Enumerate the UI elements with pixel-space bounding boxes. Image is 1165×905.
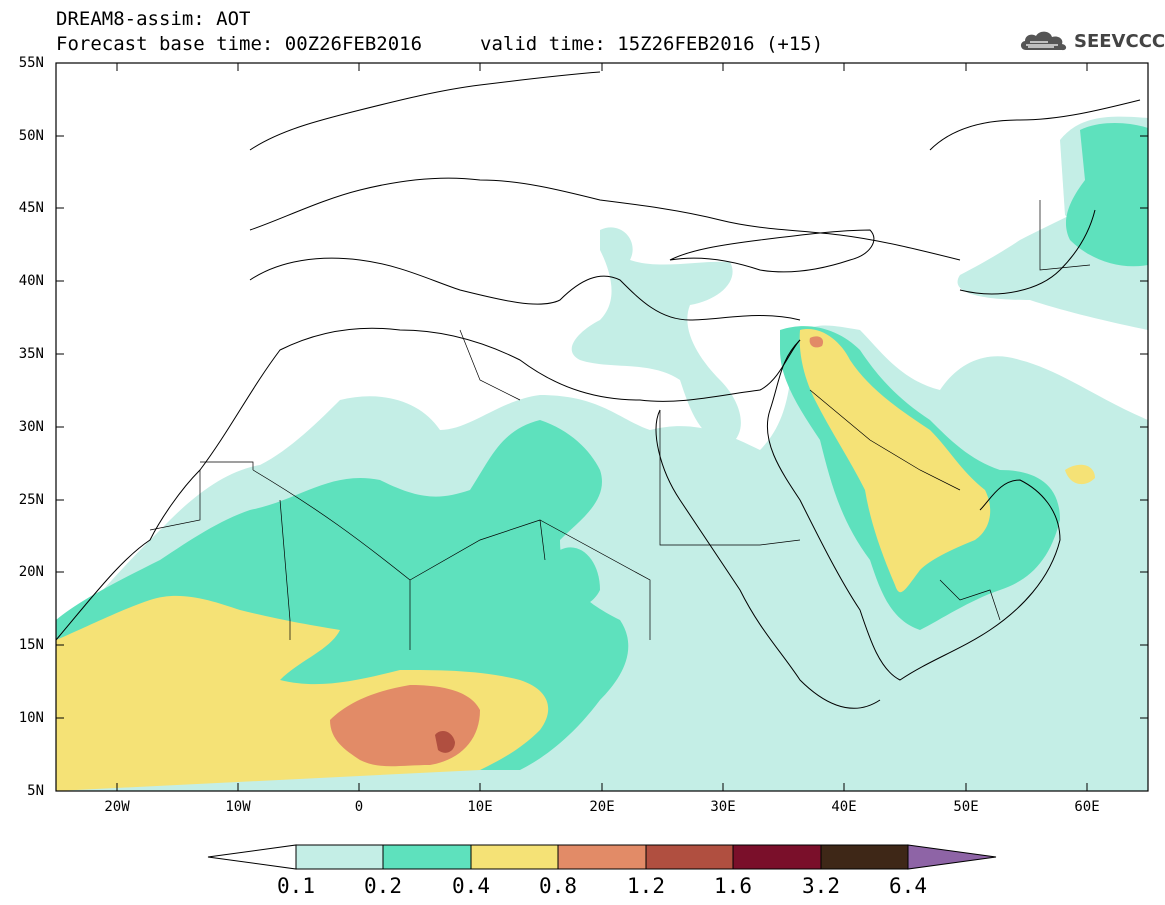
colorbar-under-triangle: [207, 844, 297, 870]
lon-label: 20W: [104, 799, 130, 815]
logo-text: SEEVCCC: [1074, 30, 1165, 52]
lon-label: 40E: [831, 799, 857, 815]
colorbar-over-triangle: [907, 844, 997, 870]
lon-label: 30E: [710, 799, 736, 815]
colorbar-cell-5: [645, 844, 734, 870]
colorbar-label: 0.4: [452, 874, 490, 898]
colorbar-cell-7: [820, 844, 909, 870]
lon-label: 10W: [225, 799, 251, 815]
coastlines: [56, 71, 1141, 709]
lon-label: 10E: [467, 799, 493, 815]
aot-band-0.2-north: [1065, 123, 1148, 267]
aot-field: [56, 116, 1148, 791]
lon-label: 50E: [953, 799, 979, 815]
seevccc-logo: SEEVCCC: [1018, 27, 1165, 55]
colorbar-cell-2: [382, 844, 472, 870]
lat-label: 30N: [18, 419, 44, 435]
borders: [149, 200, 1091, 650]
chart-title: DREAM8-assim: AOT: [56, 8, 251, 30]
colorbar-cell-1: [295, 844, 384, 870]
cloud-icon: [1020, 31, 1067, 51]
colorbar-label: 3.2: [802, 874, 840, 898]
lat-label: 50N: [18, 128, 44, 144]
aot-band-0.8-iraq: [809, 336, 824, 348]
lat-label: 55N: [18, 55, 44, 71]
forecast-base-time: Forecast base time: 00Z26FEB2016: [56, 33, 423, 55]
colorbar-label: 0.2: [364, 874, 402, 898]
colorbar-cell-3: [470, 844, 559, 870]
lon-label: 60E: [1074, 799, 1100, 815]
aot-band-0.1-aegean: [571, 227, 741, 445]
lat-label: 35N: [18, 346, 44, 362]
colorbar-label: 6.4: [889, 874, 927, 898]
lon-label: 0: [354, 799, 364, 815]
colorbar-label: 0.1: [277, 874, 315, 898]
lat-ticks: [56, 62, 1148, 719]
lat-label: 10N: [18, 710, 44, 726]
aot-band-0.4-arabia: [799, 329, 991, 593]
valid-time: valid time: 15Z26FEB2016 (+15): [480, 33, 824, 55]
lat-label: 40N: [18, 273, 44, 289]
colorbar: [207, 844, 997, 870]
lat-label: 5N: [27, 783, 44, 799]
lat-label: 20N: [18, 564, 44, 580]
colorbar-cell-4: [557, 844, 647, 870]
lat-label: 15N: [18, 637, 44, 653]
aot-band-1.2: [435, 730, 455, 753]
colorbar-label: 0.8: [539, 874, 577, 898]
aot-band-0.2-east-africa: [555, 547, 600, 607]
aot-band-0.4-gulf: [1065, 464, 1095, 485]
colorbar-label: 1.6: [714, 874, 752, 898]
lon-label: 20E: [589, 799, 615, 815]
colorbar-cell-6: [732, 844, 822, 870]
colorbar-label: 1.2: [627, 874, 665, 898]
lon-ticks: [116, 63, 1088, 791]
lat-label: 25N: [18, 492, 44, 508]
lat-label: 45N: [18, 200, 44, 216]
